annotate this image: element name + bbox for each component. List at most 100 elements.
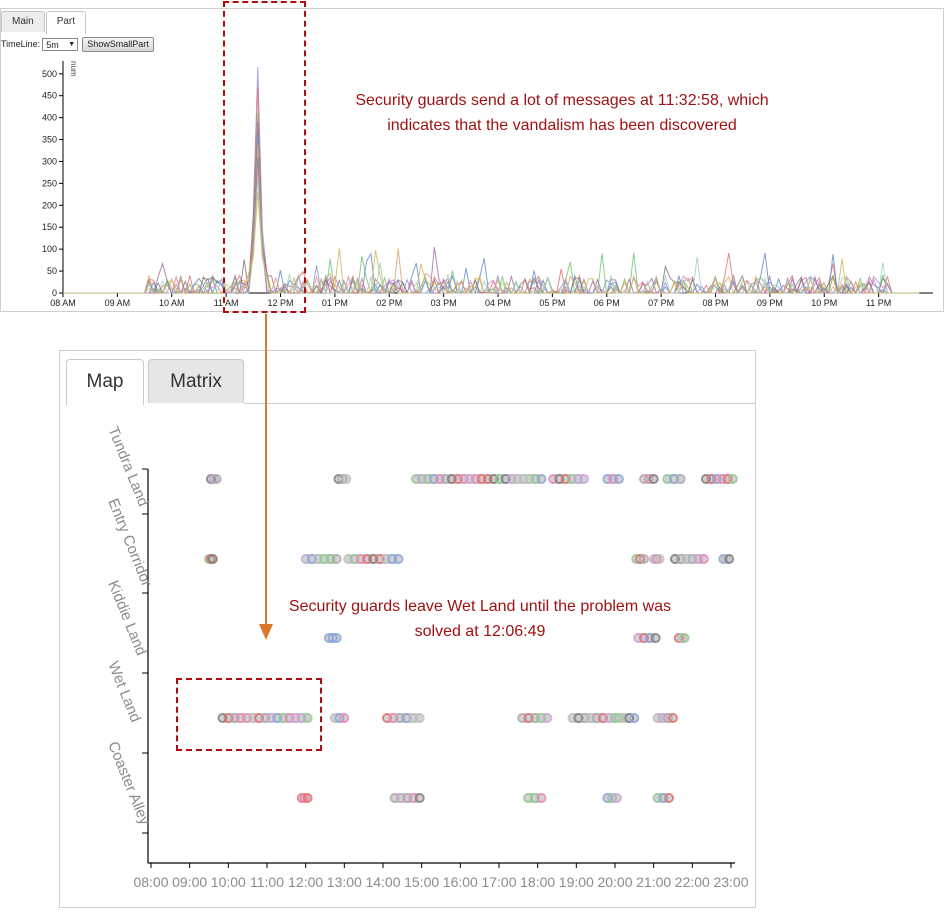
data-point [337, 474, 348, 484]
data-point [639, 554, 649, 564]
data-point [652, 713, 663, 723]
x-tick-label: 17:00 [481, 874, 516, 890]
data-point [643, 474, 654, 484]
x-tick-label: 23:00 [713, 874, 748, 890]
tab-matrix[interactable]: Matrix [148, 359, 244, 403]
x-tick-label: 15:00 [404, 874, 439, 890]
data-point [458, 474, 469, 484]
data-point [512, 474, 523, 484]
tab-map[interactable]: Map [66, 359, 144, 405]
data-point [446, 474, 457, 484]
data-point [381, 713, 392, 723]
data-point [296, 713, 307, 723]
data-point [387, 554, 398, 564]
x-tick-label: 19:00 [559, 874, 594, 890]
data-point [572, 474, 583, 484]
data-point [662, 474, 673, 484]
data-point [254, 713, 264, 723]
data-point [536, 713, 547, 723]
presence-band [519, 713, 551, 723]
message-count-chart: 0 50 100 150 200 250 300 350 400 450 500 num 08 AM 09… [42, 61, 933, 308]
x-tick-label: 18:00 [520, 874, 555, 890]
tab-part[interactable]: Part [45, 11, 87, 34]
peak-highlight-box [223, 1, 306, 313]
x-tick-label: 10:00 [211, 874, 246, 890]
show-small-part-button[interactable]: ShowSmallPart [82, 36, 154, 52]
data-point [706, 474, 717, 484]
data-point [579, 474, 590, 484]
data-point [658, 793, 669, 803]
tab-main[interactable]: Main [1, 11, 45, 32]
category-label: Tundra Land [104, 424, 151, 509]
data-point [554, 474, 565, 484]
data-point [395, 713, 405, 723]
data-point [652, 793, 663, 803]
data-point [536, 793, 547, 803]
data-point [602, 793, 613, 803]
x-tick-label: 06 PM [594, 298, 620, 308]
x-tick-label: 22:00 [675, 874, 710, 890]
x-tick-label: 10 PM [811, 298, 837, 308]
category-label: Kiddie Land [104, 578, 149, 658]
data-point [494, 474, 505, 484]
y-tick-label: 300 [42, 156, 57, 166]
data-point [657, 713, 668, 723]
data-point [416, 474, 427, 484]
data-point [500, 474, 511, 484]
data-point [388, 713, 399, 723]
data-point [300, 554, 311, 564]
data-point [669, 474, 679, 484]
series-line [63, 121, 920, 295]
x-tick-label: 09 AM [105, 298, 131, 308]
x-tick-label: 11 PM [866, 298, 891, 308]
data-point [235, 713, 246, 723]
y-tick-label: 150 [42, 222, 57, 232]
data-point [613, 474, 624, 484]
data-point [306, 554, 317, 564]
timeline-tabs: Main Part [1, 11, 87, 34]
data-point [629, 713, 640, 723]
y-tick-label: 350 [42, 135, 57, 145]
data-point [669, 554, 680, 564]
data-point [401, 713, 412, 723]
data-point [339, 713, 350, 723]
data-point [408, 713, 419, 723]
data-point [524, 474, 535, 484]
x-tick-label: 12 PM [267, 298, 293, 308]
series-line [63, 132, 920, 295]
presence-band [525, 793, 545, 803]
presence-band [654, 793, 673, 803]
data-point [654, 554, 665, 564]
data-point [607, 793, 618, 803]
data-point [560, 474, 571, 484]
data-point [414, 793, 425, 803]
data-point [639, 633, 649, 643]
data-point [241, 713, 252, 723]
timeline-controls: TimeLine: 5m ▼ ShowSmallPart [1, 36, 154, 52]
data-point [302, 713, 313, 723]
data-point [711, 474, 722, 484]
x-tick-label: 02 PM [376, 298, 402, 308]
y-tick-label: 100 [42, 244, 57, 254]
data-point [619, 713, 629, 723]
presence-band [219, 713, 311, 723]
data-point [368, 554, 379, 564]
y-tick-label: 450 [42, 91, 57, 101]
data-point [476, 474, 487, 484]
data-point [331, 554, 342, 564]
timeline-select[interactable]: 5m ▼ [42, 37, 79, 51]
data-point [440, 474, 451, 484]
data-point [567, 713, 578, 723]
timeline-label: TimeLine: [1, 39, 41, 49]
data-point [648, 474, 659, 484]
data-point [229, 713, 240, 723]
data-point [613, 713, 624, 723]
y-tick-label: 0 [52, 288, 57, 298]
x-tick-label: 08 PM [702, 298, 728, 308]
data-point [452, 474, 463, 484]
data-point [223, 713, 234, 723]
data-point [687, 554, 698, 564]
data-point [724, 554, 735, 564]
data-point [698, 554, 709, 564]
data-point [327, 633, 338, 643]
